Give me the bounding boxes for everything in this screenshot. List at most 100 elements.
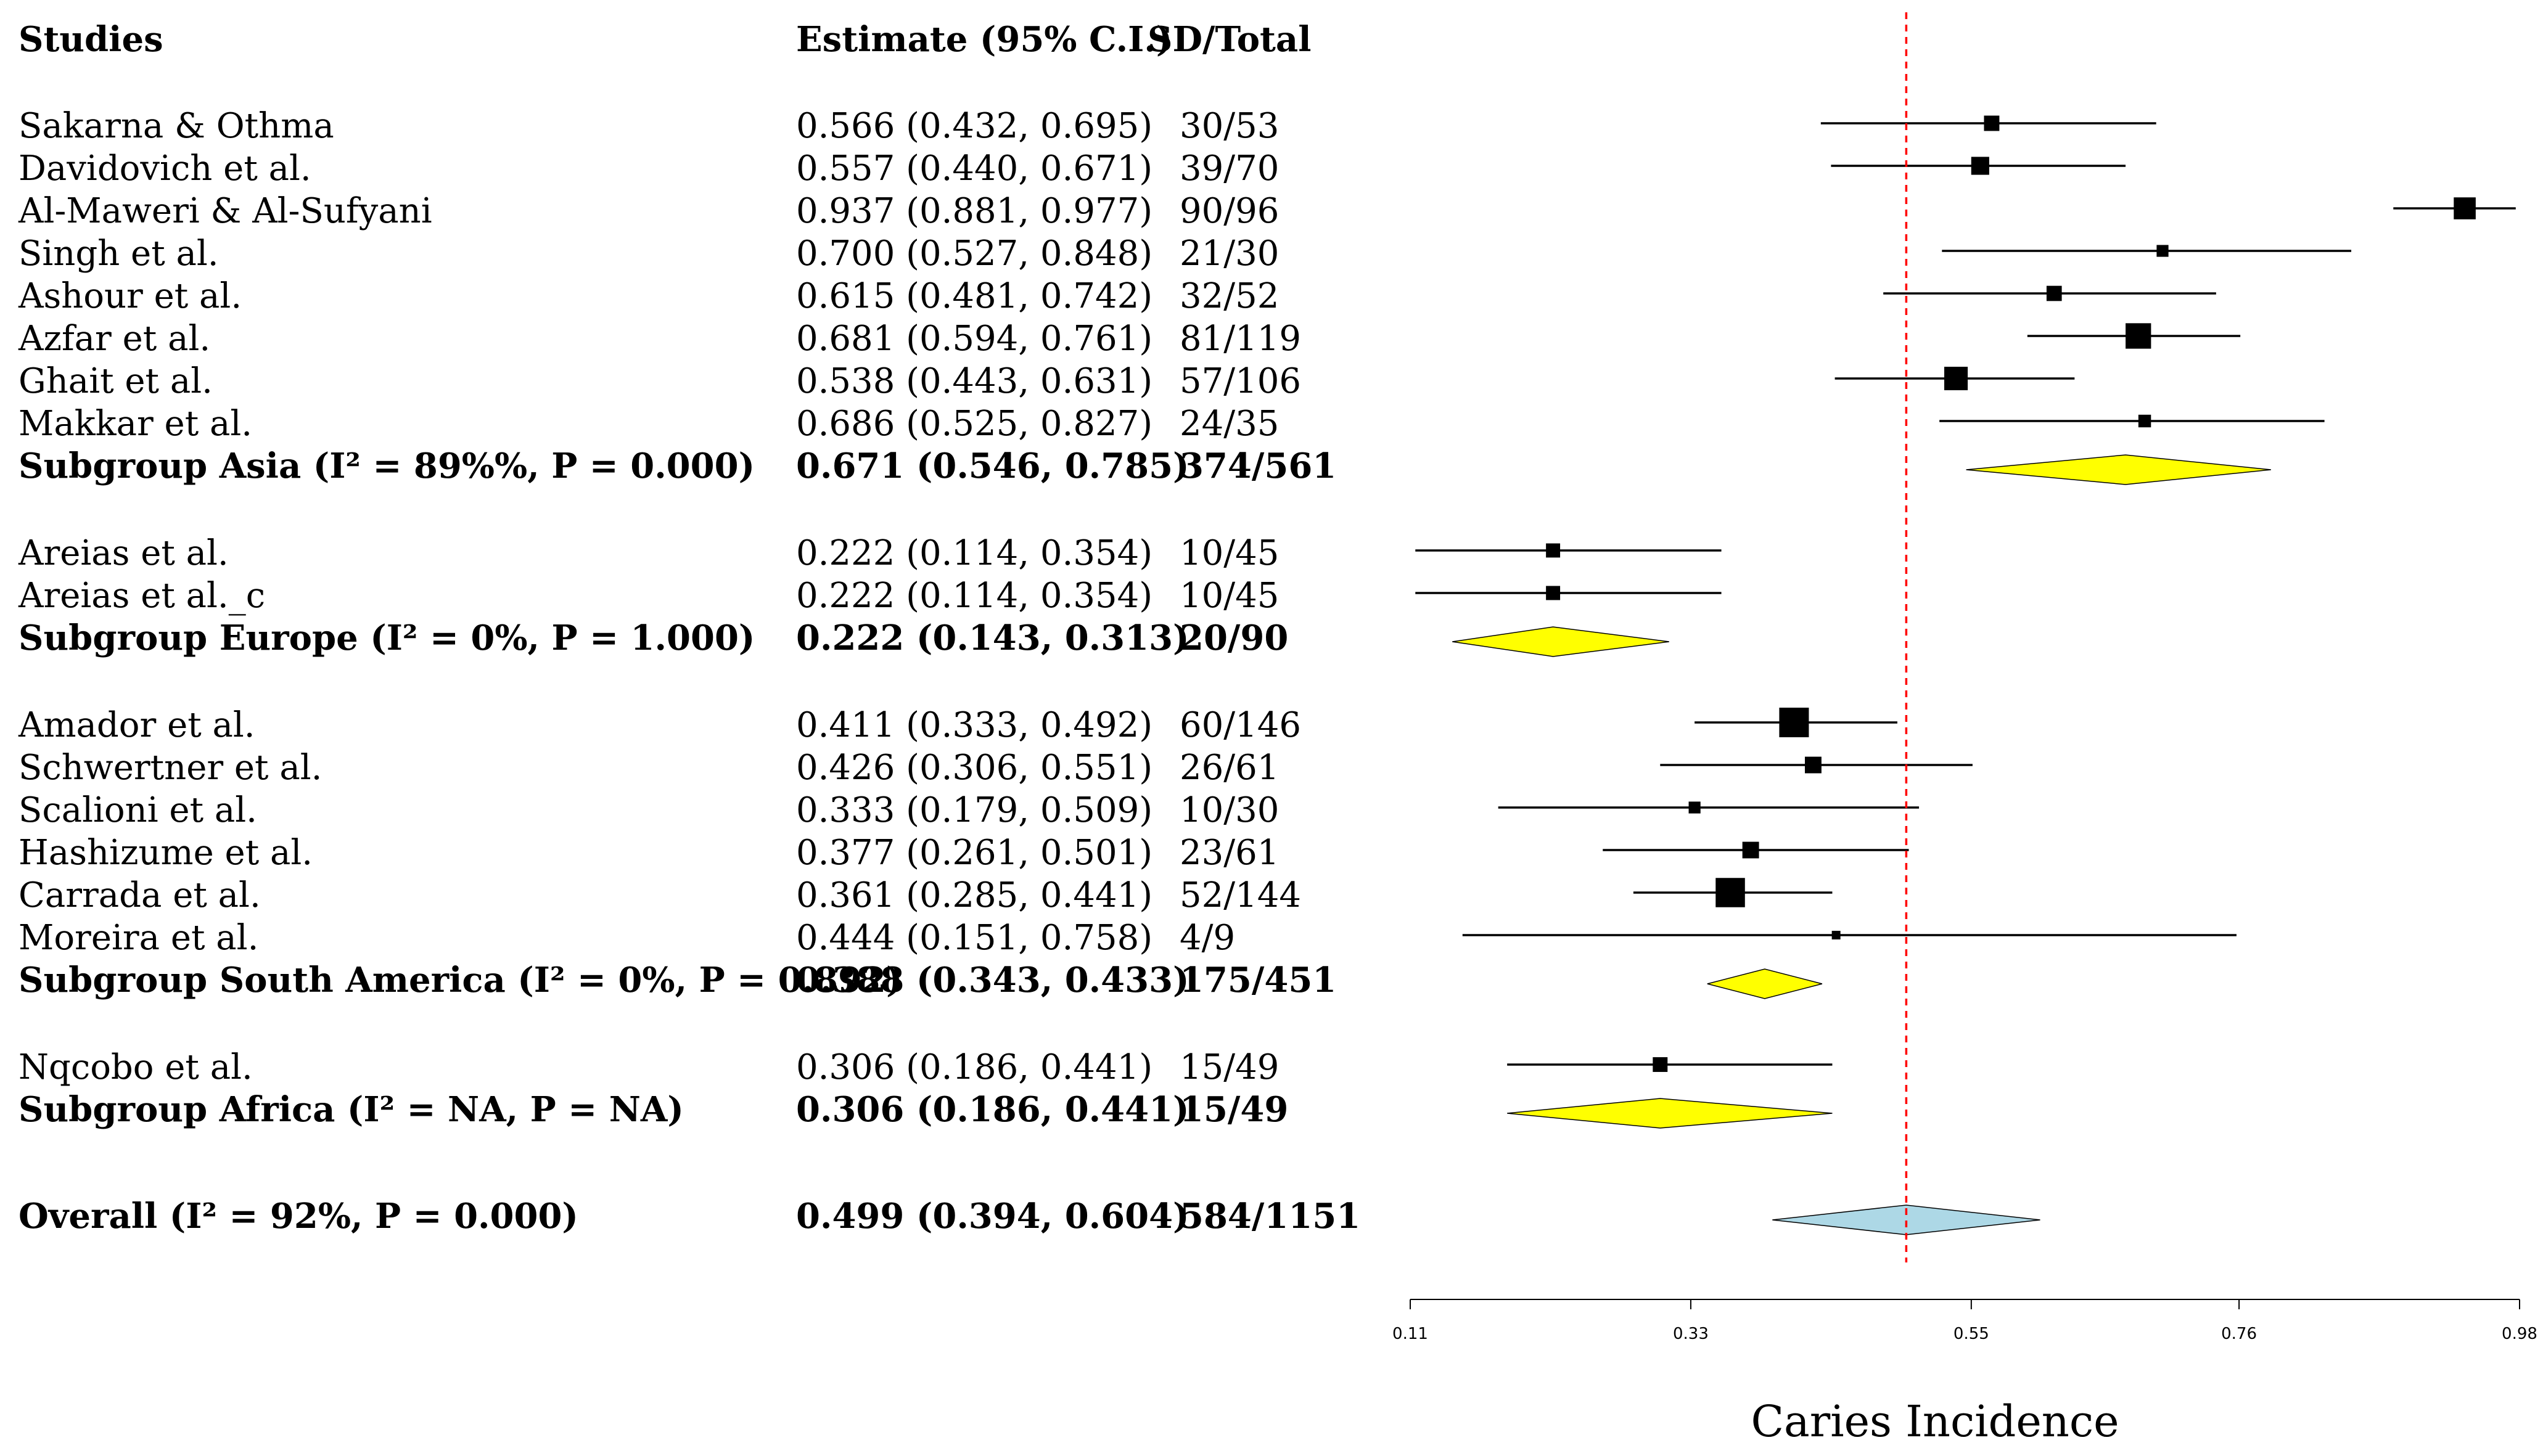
study-sd-total: 81/119 [1180, 319, 1301, 359]
study-estimate-text: 0.377 (0.261, 0.501) [796, 833, 1152, 873]
study-sd-total: 32/52 [1180, 276, 1279, 316]
study-marker [2046, 285, 2062, 301]
header-sd-total: SD/Total [1148, 19, 1311, 60]
plot-marks-group [1415, 12, 2516, 1262]
subgroup-sd-total: 374/561 [1180, 446, 1336, 486]
study-estimate-text: 0.222 (0.114, 0.354) [796, 576, 1152, 616]
subgroup-sd-total: 15/49 [1180, 1089, 1288, 1130]
study-estimate-text: 0.333 (0.179, 0.509) [796, 790, 1152, 830]
study-estimate-text: 0.538 (0.443, 0.631) [796, 361, 1152, 401]
study-label: Hashizume et al. [18, 833, 313, 873]
subgroup-label: Subgroup South America (I² = 0%, P = 0.8… [18, 960, 902, 1000]
study-estimate-text: 0.937 (0.881, 0.977) [796, 191, 1152, 231]
study-sd-total: 60/146 [1180, 705, 1301, 745]
study-marker [1971, 157, 1989, 175]
overall-diamond [1772, 1204, 2040, 1235]
study-marker [2126, 323, 2151, 349]
x-tick-label: 0.76 [2221, 1325, 2257, 1343]
study-sd-total: 21/30 [1180, 234, 1279, 274]
study-estimate-text: 0.361 (0.285, 0.441) [796, 875, 1152, 915]
study-sd-total: 26/61 [1180, 748, 1279, 788]
study-sd-total: 10/30 [1180, 790, 1279, 830]
x-axis: 0.11 0.33 0.55 0.76 0.98 [1392, 1299, 2537, 1343]
subgroup-label: Subgroup Asia (I² = 89%%, P = 0.000) [18, 446, 755, 486]
study-marker [2138, 414, 2151, 428]
x-tick-label: 0.11 [1392, 1325, 1428, 1343]
study-marker [1742, 841, 1759, 859]
study-sd-total: 15/49 [1180, 1047, 1279, 1087]
study-sd-total: 24/35 [1180, 404, 1279, 444]
study-label: Moreira et al. [18, 918, 258, 958]
header-studies: Studies [18, 19, 163, 60]
study-label: Scalioni et al. [18, 790, 257, 830]
study-estimate-text: 0.444 (0.151, 0.758) [796, 918, 1152, 958]
subgroup-diamond [1452, 626, 1669, 657]
study-label: Nqcobo et al. [18, 1047, 253, 1087]
study-sd-total: 57/106 [1180, 361, 1301, 401]
x-tick-label: 0.98 [2502, 1325, 2537, 1343]
study-marker [1804, 756, 1822, 774]
study-sd-total: 39/70 [1180, 149, 1279, 189]
study-label: Areias et al. [18, 533, 229, 573]
subgroup-estimate-text: 0.222 (0.143, 0.313) [796, 618, 1189, 658]
study-sd-total: 23/61 [1180, 833, 1279, 873]
study-sd-total: 10/45 [1180, 576, 1279, 616]
study-marker [1688, 801, 1701, 814]
subgroup-label: Subgroup Europe (I² = 0%, P = 1.000) [18, 618, 755, 658]
study-label: Ashour et al. [18, 276, 242, 316]
study-marker [2454, 197, 2476, 219]
x-tick-label: 0.33 [1673, 1325, 1709, 1343]
header-estimate: Estimate (95% C.I.) [796, 19, 1172, 60]
subgroup-diamond [1707, 968, 1823, 999]
subgroup-diamond [1507, 1098, 1833, 1129]
study-estimate-text: 0.700 (0.527, 0.848) [796, 234, 1152, 274]
study-estimate-text: 0.686 (0.525, 0.827) [796, 404, 1152, 444]
study-sd-total: 4/9 [1180, 918, 1235, 958]
study-sd-total: 30/53 [1180, 106, 1279, 146]
subgroup-estimate-text: 0.388 (0.343, 0.433) [796, 960, 1189, 1000]
study-marker [1779, 708, 1809, 737]
study-estimate-text: 0.411 (0.333, 0.492) [796, 705, 1152, 745]
study-marker [1715, 878, 1745, 907]
study-sd-total: 90/96 [1180, 191, 1279, 231]
study-estimate-text: 0.681 (0.594, 0.761) [796, 319, 1152, 359]
study-label: Al-Maweri & Al-Sufyani [18, 191, 432, 231]
subgroup-estimate-text: 0.306 (0.186, 0.441) [796, 1089, 1189, 1130]
study-estimate-text: 0.222 (0.114, 0.354) [796, 533, 1152, 573]
overall-label: Overall (I² = 92%, P = 0.000) [18, 1196, 578, 1237]
study-estimate-text: 0.615 (0.481, 0.742) [796, 276, 1152, 316]
study-marker [1944, 366, 1968, 391]
study-estimate-text: 0.426 (0.306, 0.551) [796, 748, 1152, 788]
study-marker [1831, 931, 1841, 939]
study-marker [2156, 245, 2169, 257]
study-estimate-text: 0.566 (0.432, 0.695) [796, 106, 1152, 146]
subgroup-sd-total: 20/90 [1180, 618, 1288, 658]
study-label: Ghait et al. [18, 361, 213, 401]
study-label: Areias et al._c [18, 576, 265, 616]
study-estimate-text: 0.306 (0.186, 0.441) [796, 1047, 1152, 1087]
subgroup-label: Subgroup Africa (I² = NA, P = NA) [18, 1089, 684, 1130]
subgroup-diamond [1966, 454, 2271, 485]
study-marker [1653, 1057, 1668, 1072]
study-marker [1546, 586, 1561, 600]
row-labels-group: Sakarna & Othma 0.566 (0.432, 0.695) 30/53… [18, 106, 1360, 1237]
x-tick-label: 0.55 [1953, 1325, 1989, 1343]
study-label: Singh et al. [18, 234, 219, 274]
study-label: Carrada et al. [18, 875, 261, 915]
overall-estimate-text: 0.499 (0.394, 0.604) [796, 1196, 1189, 1237]
subgroup-sd-total: 175/451 [1180, 960, 1336, 1000]
study-estimate-text: 0.557 (0.440, 0.671) [796, 149, 1152, 189]
study-label: Amador et al. [18, 705, 255, 745]
subgroup-estimate-text: 0.671 (0.546, 0.785) [796, 446, 1189, 486]
study-label: Makkar et al. [18, 404, 252, 444]
study-marker [1984, 115, 2000, 131]
study-label: Schwertner et al. [18, 748, 322, 788]
study-sd-total: 10/45 [1180, 533, 1279, 573]
study-label: Azfar et al. [18, 319, 210, 359]
x-axis-title: Caries Incidence [1751, 1396, 2119, 1447]
study-marker [1546, 543, 1561, 558]
study-label: Sakarna & Othma [18, 106, 334, 146]
overall-sd-total: 584/1151 [1180, 1196, 1360, 1237]
